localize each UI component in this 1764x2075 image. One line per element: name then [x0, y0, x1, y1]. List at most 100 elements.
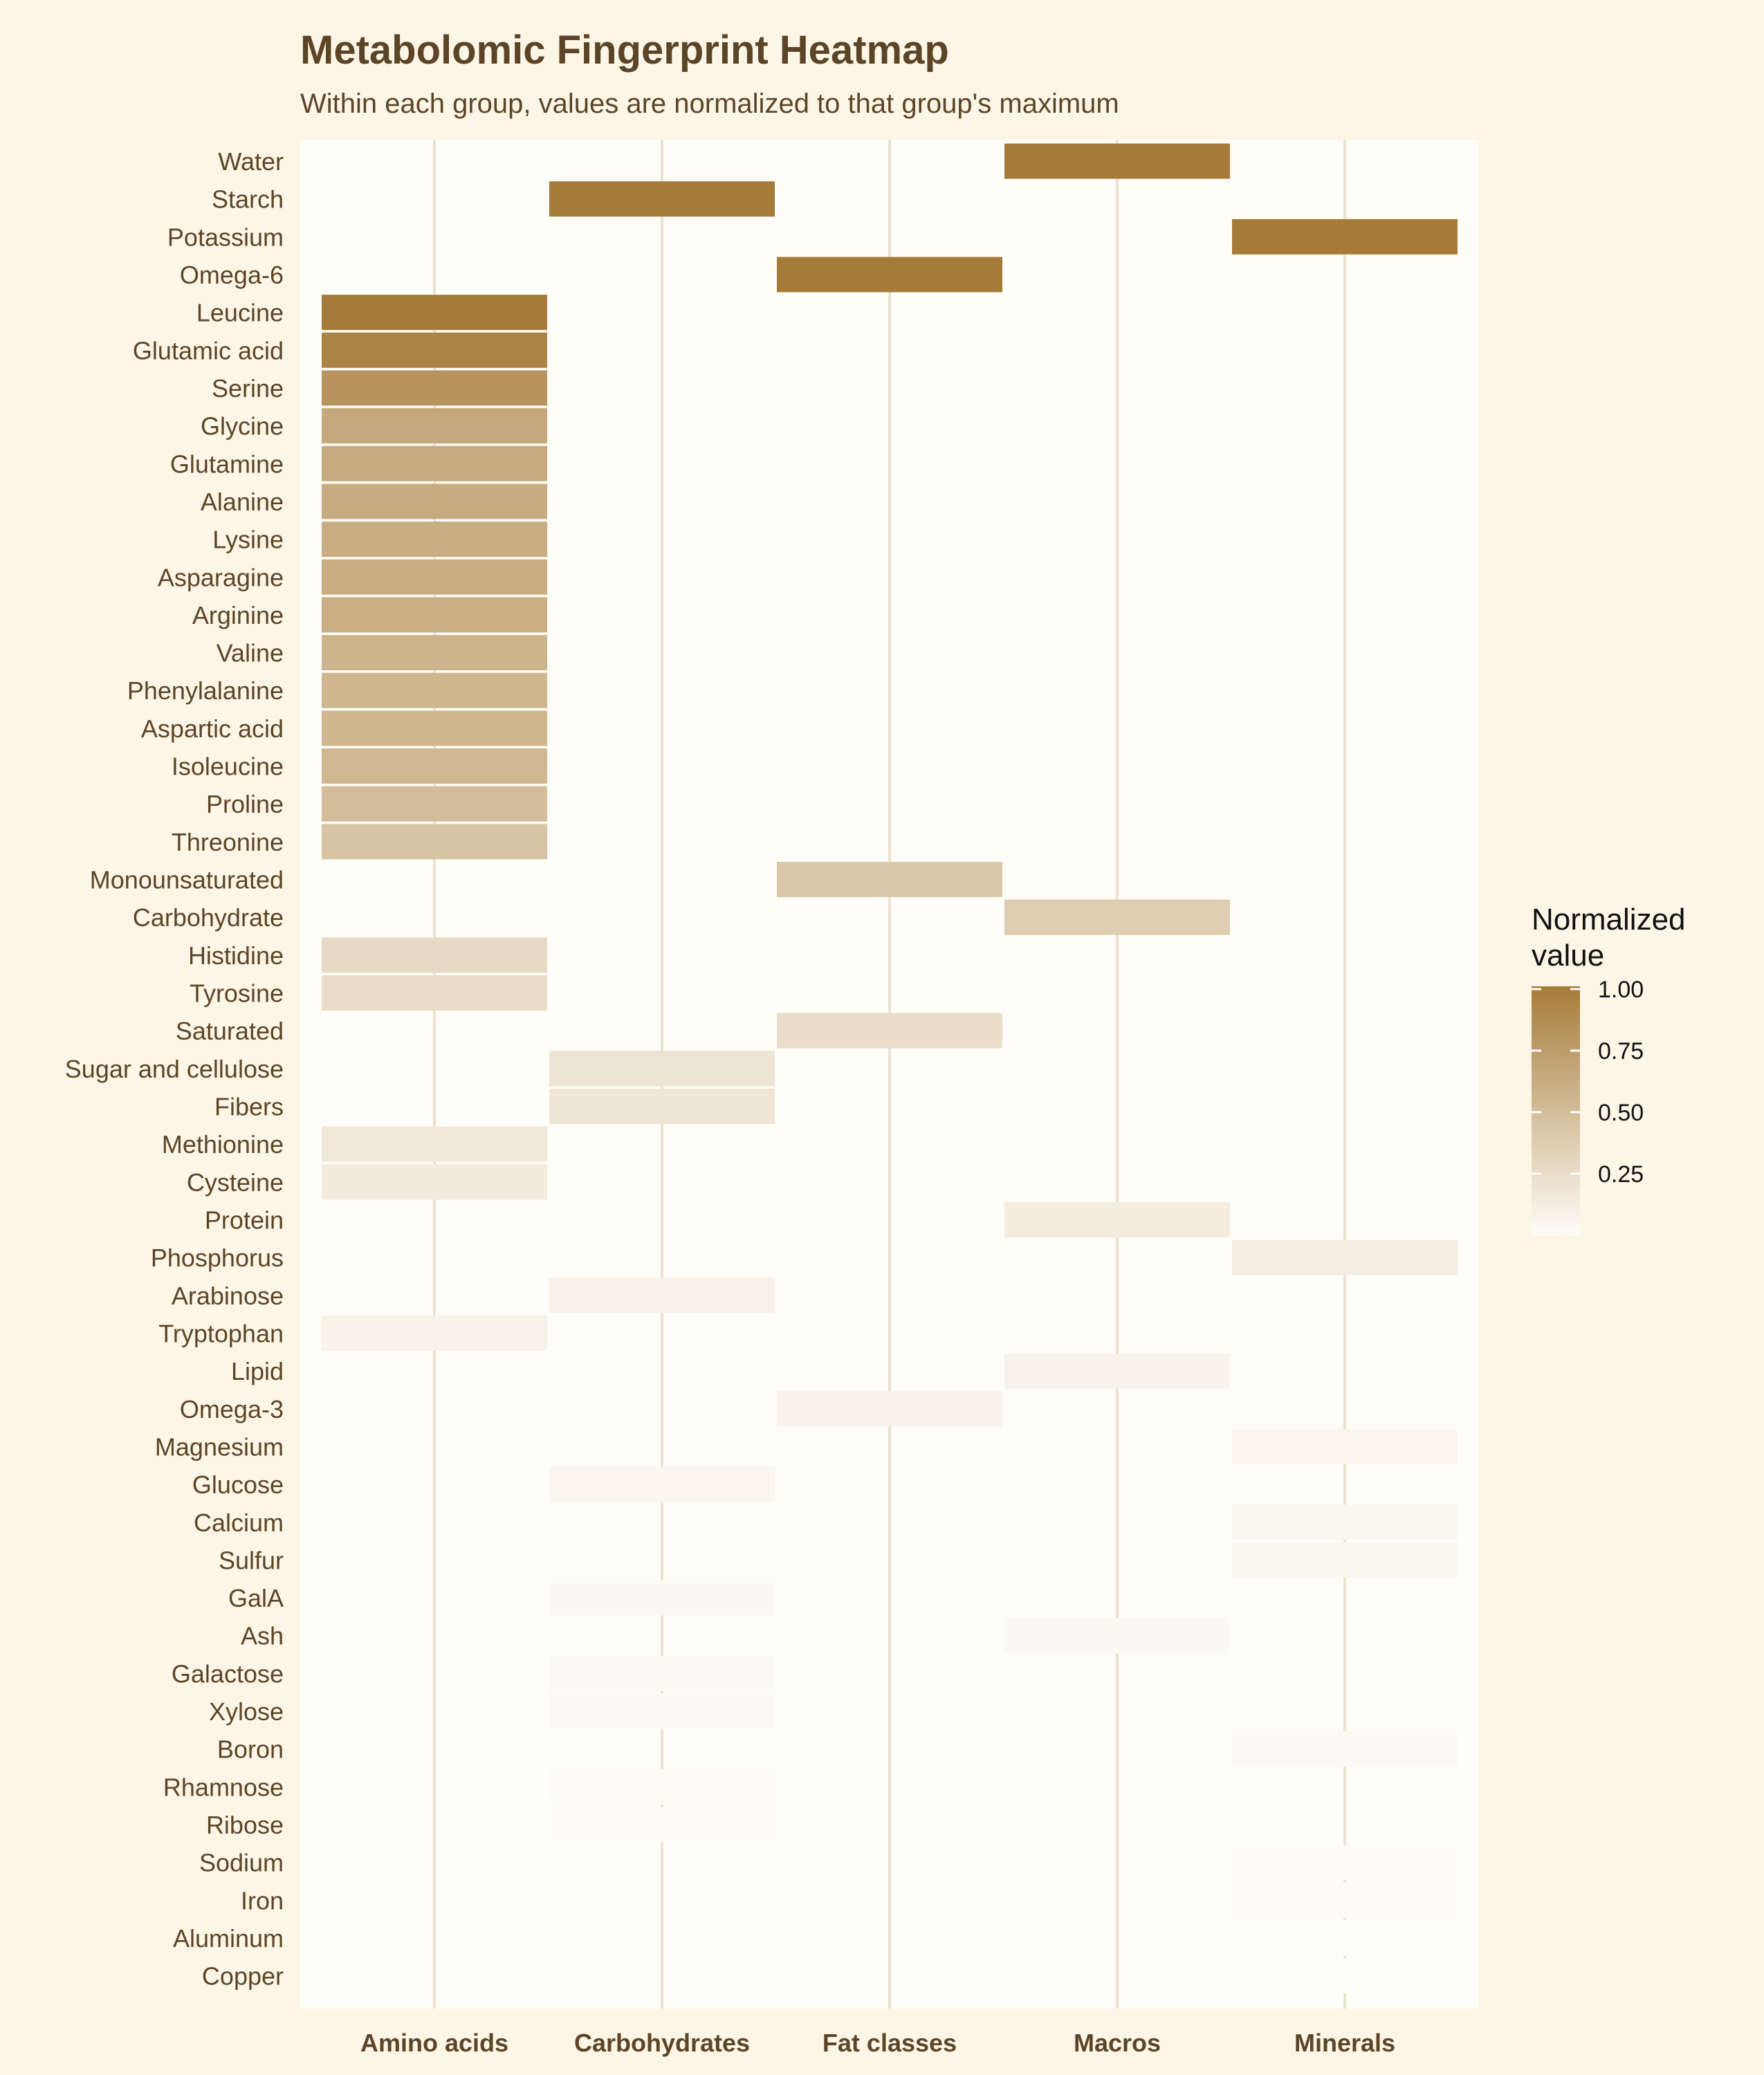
color-legend: Normalized value 1.00 0.75 0.50 0.25 — [1532, 903, 1686, 1235]
y-tick-label-galactose: Galactose — [172, 1659, 284, 1688]
legend-tick-label-0-50: 0.50 — [1598, 1100, 1644, 1126]
heatmap-cell-threonine-amino-acids — [322, 824, 547, 860]
y-tick-label-valine: Valine — [217, 639, 284, 667]
heatmap-cell-carbohydrate-macros — [1004, 899, 1230, 935]
y-tick-label-ribose: Ribose — [206, 1811, 284, 1839]
heatmap-cell-sulfur-minerals — [1232, 1542, 1458, 1578]
heatmap-cell-xylose-carbohydrates — [549, 1693, 775, 1729]
y-tick-label-arabinose: Arabinose — [172, 1282, 284, 1310]
heatmap-cell-ash-macros — [1004, 1618, 1230, 1654]
y-tick-label-monounsaturated: Monounsaturated — [90, 866, 284, 894]
y-tick-label-starch: Starch — [212, 185, 284, 214]
y-tick-label-copper: Copper — [202, 1962, 284, 1991]
heatmap-cell-asparagine-amino-acids — [322, 559, 547, 595]
y-tick-label-proline: Proline — [206, 790, 284, 818]
heatmap-cell-sugar-and-cellulose-carbohydrates — [549, 1051, 775, 1087]
heatmap-cell-serine-amino-acids — [322, 370, 547, 406]
heatmap-cell-fibers-carbohydrates — [549, 1089, 775, 1124]
chart-title: Metabolomic Fingerprint Heatmap — [300, 28, 949, 73]
y-tick-label-glucose: Glucose — [192, 1470, 284, 1499]
heatmap-cell-arginine-amino-acids — [322, 597, 547, 633]
heatmap-cell-lysine-amino-acids — [322, 522, 547, 557]
heatmap-cell-isoleucine-amino-acids — [322, 748, 547, 784]
heatmap-cell-protein-macros — [1004, 1201, 1230, 1237]
y-tick-label-magnesium: Magnesium — [155, 1432, 284, 1461]
y-tick-label-arginine: Arginine — [192, 601, 284, 629]
heatmap-cell-histidine-amino-acids — [322, 937, 547, 973]
y-tick-label-protein: Protein — [205, 1206, 284, 1234]
legend-tick-label-1-00: 1.00 — [1598, 977, 1644, 1003]
legend-title-line-1: Normalized — [1532, 903, 1686, 937]
heatmap-cell-sodium-minerals — [1232, 1845, 1458, 1881]
heatmap-cell-ribose-carbohydrates — [549, 1807, 775, 1843]
heatmap-cell-tryptophan-amino-acids — [322, 1315, 547, 1351]
heatmap-cell-omega-6-fat-classes — [777, 257, 1002, 293]
heatmap-cell-arabinose-carbohydrates — [549, 1278, 775, 1313]
heatmap-cell-water-macros — [1004, 143, 1230, 179]
y-tick-label-phenylalanine: Phenylalanine — [127, 676, 284, 705]
y-tick-label-iron: Iron — [241, 1886, 284, 1915]
heatmap-cell-omega-3-fat-classes — [777, 1391, 1002, 1427]
heatmap-cell-potassium-minerals — [1232, 219, 1458, 255]
heatmap-cell-starch-carbohydrates — [549, 181, 775, 217]
y-tick-label-ash: Ash — [241, 1622, 284, 1650]
legend-tick-label-0-25: 0.25 — [1598, 1161, 1644, 1188]
heatmap-cells — [322, 143, 1458, 1994]
x-tick-label-macros: Macros — [1074, 2029, 1161, 2057]
x-tick-label-amino-acids: Amino acids — [360, 2029, 508, 2057]
x-tick-label-fat-classes: Fat classes — [823, 2029, 957, 2057]
heatmap-cell-phosphorus-minerals — [1232, 1239, 1458, 1275]
y-tick-label-sugar-and-cellulose: Sugar and cellulose — [65, 1055, 284, 1083]
heatmap-cell-proline-amino-acids — [322, 786, 547, 822]
heatmap-cell-methionine-amino-acids — [322, 1126, 547, 1162]
y-tick-label-omega-6: Omega-6 — [180, 261, 284, 289]
y-tick-label-leucine: Leucine — [196, 299, 284, 327]
heatmap-cell-aspartic-acid-amino-acids — [322, 710, 547, 746]
y-tick-label-potassium: Potassium — [167, 223, 284, 251]
y-tick-label-lysine: Lysine — [212, 526, 284, 554]
y-tick-label-asparagine: Asparagine — [158, 563, 284, 591]
y-tick-label-sodium: Sodium — [199, 1849, 284, 1877]
y-tick-label-glutamic-acid: Glutamic acid — [133, 336, 284, 365]
heatmap-cell-leucine-amino-acids — [322, 295, 547, 331]
y-tick-label-rhamnose: Rhamnose — [163, 1773, 284, 1801]
y-tick-label-fibers: Fibers — [214, 1093, 284, 1121]
y-tick-label-lipid: Lipid — [231, 1357, 284, 1385]
y-tick-label-omega-3: Omega-3 — [180, 1395, 284, 1423]
heatmap-cell-iron-minerals — [1232, 1882, 1458, 1918]
heatmap-cell-monounsaturated-fat-classes — [777, 862, 1002, 898]
heatmap-cell-glutamic-acid-amino-acids — [322, 332, 547, 368]
legend-colorbar — [1532, 986, 1580, 1235]
heatmap-cell-copper-minerals — [1232, 1958, 1458, 1994]
y-tick-label-carbohydrate: Carbohydrate — [133, 903, 284, 932]
heatmap-cell-glycine-amino-acids — [322, 408, 547, 444]
heatmap-cell-rhamnose-carbohydrates — [549, 1769, 775, 1805]
y-tick-label-boron: Boron — [217, 1735, 284, 1764]
y-tick-label-water: Water — [218, 147, 284, 176]
heatmap-cell-glutamine-amino-acids — [322, 445, 547, 481]
chart-subtitle: Within each group, values are normalized… — [300, 89, 1119, 119]
y-tick-label-methionine: Methionine — [162, 1130, 284, 1159]
heatmap-cell-boron-minerals — [1232, 1731, 1458, 1767]
heatmap-cell-valine-amino-acids — [322, 635, 547, 671]
y-tick-label-gala: GalA — [228, 1584, 284, 1612]
y-tick-label-tyrosine: Tyrosine — [190, 979, 284, 1008]
y-tick-label-aluminum: Aluminum — [173, 1924, 284, 1953]
heatmap-cell-phenylalanine-amino-acids — [322, 672, 547, 708]
y-tick-label-phosphorus: Phosphorus — [151, 1244, 284, 1272]
heatmap-cell-magnesium-minerals — [1232, 1428, 1458, 1464]
y-tick-label-saturated: Saturated — [176, 1017, 284, 1045]
heatmap-cell-lipid-macros — [1004, 1353, 1230, 1389]
y-tick-label-sulfur: Sulfur — [219, 1546, 284, 1574]
y-tick-label-glycine: Glycine — [201, 412, 284, 441]
heatmap-cell-saturated-fat-classes — [777, 1013, 1002, 1049]
y-tick-label-alanine: Alanine — [201, 488, 284, 516]
heatmap-cell-alanine-amino-acids — [322, 483, 547, 519]
x-tick-label-minerals: Minerals — [1294, 2029, 1395, 2057]
y-tick-label-cysteine: Cysteine — [187, 1168, 284, 1197]
y-tick-label-aspartic-acid: Aspartic acid — [141, 714, 284, 743]
heatmap-cell-aluminum-minerals — [1232, 1920, 1458, 1956]
y-axis-labels: Water Starch Potassium Omega-6 Leucine Glutam… — [65, 147, 284, 1991]
